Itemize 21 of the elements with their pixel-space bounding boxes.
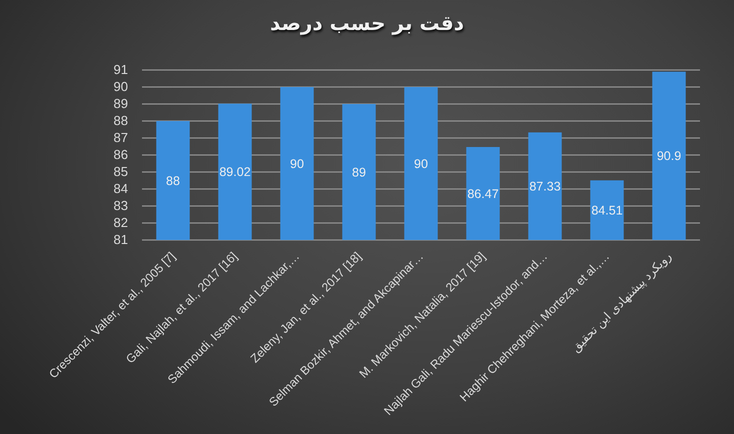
data-label: 87.33 — [529, 180, 561, 194]
y-tick-label: 90 — [114, 79, 128, 94]
data-label: 89 — [352, 165, 366, 180]
data-label: 86.47 — [467, 186, 499, 201]
y-tick-label: 88 — [114, 113, 128, 128]
y-tick-label: 85 — [114, 164, 128, 180]
data-label: 89.02 — [219, 165, 251, 180]
data-label: 88 — [166, 174, 180, 188]
chart-title: دقت بر حسب درصد — [270, 11, 464, 35]
y-tick-label: 86 — [114, 147, 128, 162]
y-tick-label: 89 — [114, 96, 128, 112]
y-tick-label: 91 — [114, 62, 128, 78]
y-tick-label: 82 — [114, 215, 128, 230]
y-tick-label: 84 — [114, 181, 128, 196]
data-label: 90.9 — [656, 149, 682, 164]
y-tick-label: 87 — [114, 130, 128, 146]
data-label: 84.51 — [591, 204, 623, 218]
y-tick-label: 83 — [114, 198, 128, 214]
data-label: 90 — [290, 156, 304, 171]
y-tick-label: 81 — [114, 232, 128, 248]
data-label: 90 — [414, 156, 428, 171]
